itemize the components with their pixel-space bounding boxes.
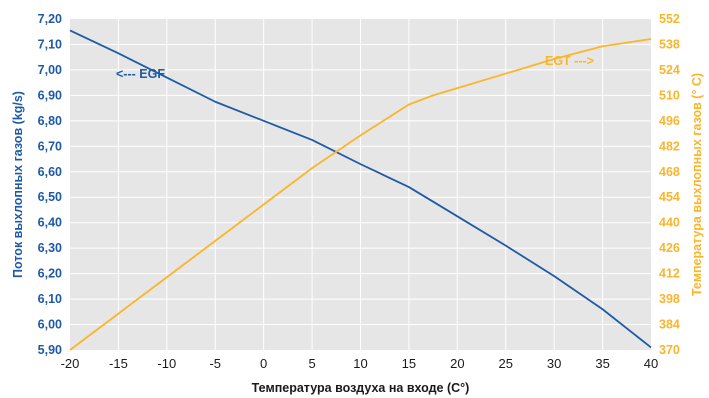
x-tick-label: 25 (499, 356, 513, 371)
egt-annotation: EGT ---> (545, 54, 594, 68)
x-tick-label: 10 (353, 356, 367, 371)
x-axis-ticks: -20 -15 -10 -5 0 5 10 15 20 25 30 35 40 (61, 356, 659, 371)
right-tick-label: 426 (659, 241, 680, 255)
right-tick-label: 440 (659, 216, 680, 230)
right-tick-label: 538 (659, 37, 680, 51)
right-axis-ticks: 552 538 524 510 496 482 468 454 440 426 412 398 384 3… (659, 12, 680, 357)
left-tick-label: 7,20 (38, 12, 62, 26)
x-tick-label: 40 (644, 356, 658, 371)
left-tick-label: 6,50 (38, 190, 62, 204)
right-tick-label: 482 (659, 139, 680, 153)
left-tick-label: 6,20 (38, 267, 62, 281)
right-tick-label: 384 (659, 318, 680, 332)
left-axis-title: Поток выхлопных газов (kg/s) (11, 91, 25, 278)
right-tick-label: 496 (659, 114, 680, 128)
x-tick-label: 15 (402, 356, 416, 371)
series-line-egf (69, 29, 652, 349)
x-tick-label: -10 (157, 356, 176, 371)
right-tick-label: 412 (659, 267, 680, 281)
x-axis-title: Температура воздуха на входе (С°) (252, 381, 470, 395)
left-tick-label: 7,00 (38, 63, 62, 77)
right-tick-label: 524 (659, 63, 680, 77)
left-tick-label: 6,30 (38, 241, 62, 255)
left-tick-label: 6,10 (38, 292, 62, 306)
right-tick-label: 398 (659, 292, 680, 306)
left-tick-label: 6,90 (38, 88, 62, 102)
x-tick-label: 35 (595, 356, 609, 371)
x-tick-label: 30 (547, 356, 561, 371)
series-line-egt (69, 38, 652, 351)
left-tick-label: 6,70 (38, 139, 62, 153)
egf-annotation: <--- EGF (116, 67, 165, 81)
series-layer (69, 29, 652, 351)
left-tick-label: 7,10 (38, 37, 62, 51)
right-axis-title: Температура выхлопных газов (° С) (690, 73, 704, 296)
x-tick-label: 5 (308, 356, 315, 371)
right-tick-label: 454 (659, 190, 680, 204)
right-tick-label: 468 (659, 165, 680, 179)
x-tick-label: -15 (109, 356, 128, 371)
right-tick-label: 552 (659, 12, 680, 26)
right-tick-label: 510 (659, 88, 680, 102)
x-tick-label: -5 (209, 356, 221, 371)
x-tick-label: -20 (61, 356, 80, 371)
left-axis-ticks: 7,20 7,10 7,00 6,90 6,80 6,70 6,60 6,50 6,40 6,30… (38, 12, 62, 357)
x-tick-label: 0 (260, 356, 267, 371)
left-tick-label: 6,40 (38, 216, 62, 230)
horizontal-gridlines (70, 43, 651, 326)
right-tick-label: 370 (659, 343, 680, 357)
left-tick-label: 6,00 (38, 318, 62, 332)
left-tick-label: 5,90 (38, 343, 62, 357)
left-tick-label: 6,60 (38, 165, 62, 179)
left-tick-label: 6,80 (38, 114, 62, 128)
x-tick-label: 20 (450, 356, 464, 371)
